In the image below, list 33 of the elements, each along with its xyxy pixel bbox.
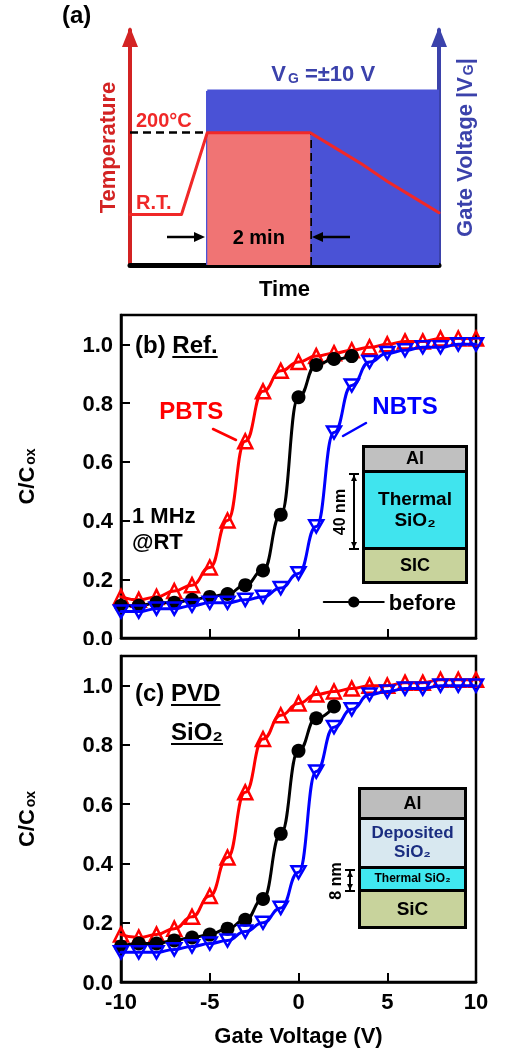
annotation: Deposited SiO₂ [370,823,455,862]
annotation: Al [403,792,422,814]
y-tick-label: 0.4 [82,850,114,876]
annotation: SiC [396,897,429,920]
y-tick-label: 0.6 [82,449,113,475]
x-tick-label: 0 [292,988,305,1014]
series-label: PBTS [159,396,224,424]
y-axis-title: C/Cox [13,448,39,505]
annotation: SIC [399,554,430,576]
annotation: 40 nm [331,488,348,535]
y-tick-label: 0.2 [82,566,113,592]
text: (c) PVD SiO₂ [135,678,225,747]
y-tick-label: 0.8 [82,732,113,758]
text: (b) Ref. [135,330,219,360]
annotation: 8 nm [327,861,344,900]
y-tick-label: 1.0 [82,331,113,357]
x-tick-label: 5 [381,988,394,1014]
y-tick-label: 0.8 [82,390,113,416]
y-tick-label: 0.2 [82,910,113,936]
y-tick-label: 1.0 [82,673,113,699]
annotation: Thermal SiO₂ [374,871,451,886]
y-tick-label: 0.0 [82,969,113,995]
annotation: Thermal SiO₂ [377,488,453,531]
x-axis-title: Gate Voltage (V) [214,1022,383,1048]
y-tick-label: 0.4 [82,508,114,534]
x-tick-label: -5 [199,988,220,1014]
legend-label: before [388,589,457,615]
annotation: Al [406,448,424,469]
series-label: NBTS [372,391,438,419]
y-axis-title: C/Cox [13,790,39,848]
y-tick-label: 0.6 [82,791,113,817]
annotation: 1 MHz @RT [132,503,197,556]
x-tick-label: 10 [463,988,489,1014]
